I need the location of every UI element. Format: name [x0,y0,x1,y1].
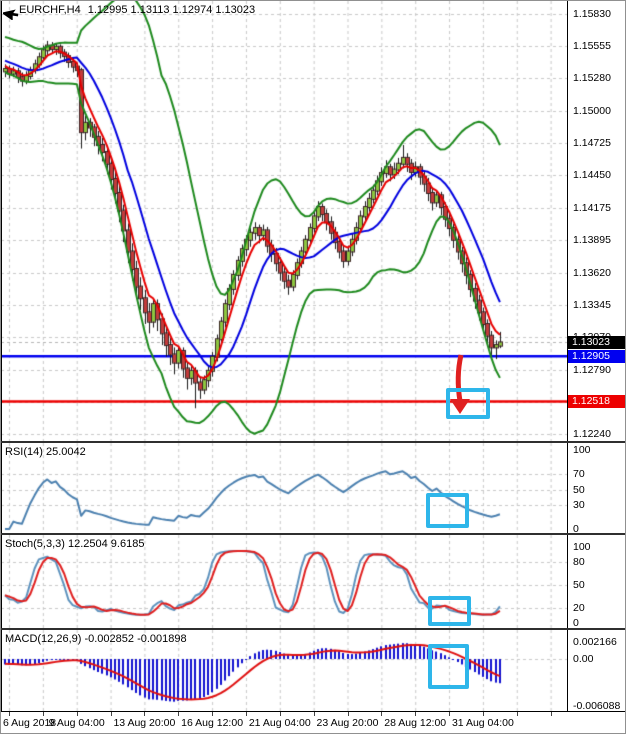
time-axis-tick [550,712,552,716]
time-axis-tick [76,712,78,716]
main-chart-pane[interactable] [1,1,567,441]
price-axis-tick: 1.15280 [573,72,611,85]
macd-axis-tick: -0.006088 [573,700,621,713]
time-axis-label: 28 Aug 12:00 [384,717,447,729]
price-axis-tick: 1.13620 [573,266,611,279]
price-axis-tick: 1.14450 [573,169,611,182]
time-axis[interactable]: 6 Aug 2018 9 Aug 04:00 13 Aug 20:00 16 Aug … [1,712,625,733]
time-axis-tick [279,712,281,716]
target-level-badge[interactable]: 1.12518 [568,394,625,408]
price-axis-border [567,1,568,711]
time-axis-border [1,711,625,712]
time-axis-label: 13 Aug 20:00 [113,717,176,729]
time-axis-label: 16 Aug 12:00 [181,717,244,729]
price-axis-tick: 1.15830 [573,8,611,20]
rsi-axis-tick: 0 [573,523,579,535]
time-axis-tick [313,712,315,716]
stoch-label: Stoch(5,3,3) 12.2504 9.6185 [5,538,145,550]
cursor-icon [1,3,20,25]
panel-separator[interactable] [1,533,625,535]
price-axis-tick: 1.14175 [573,201,611,214]
stoch-axis-tick: 50 [573,579,585,591]
support-level-badge[interactable]: 1.12905 [568,349,625,363]
time-axis-label: 21 Aug 04:00 [248,717,311,729]
stoch-axis-tick: 20 [573,601,585,614]
rsi-label: RSI(14) 25.0042 [5,446,86,458]
macd-pane[interactable] [1,630,567,711]
rsi-axis-tick: 30 [573,499,585,512]
rsi-axis-tick: 70 [573,467,585,480]
time-axis-tick [449,712,451,716]
macd-axis-tick: 0.00 [573,653,594,665]
chart-title: EURCHF,H4 1.12995 1.13113 1.12974 1.13023 [19,4,255,16]
bid-price-badge: 1.13023 [568,335,625,349]
macd-label: MACD(12,26,9) -0.002852 -0.001898 [5,633,187,645]
time-axis-tick [42,712,44,716]
rsi-axis-tick: 50 [573,483,585,496]
rsi-pane[interactable] [1,443,567,533]
price-axis-tick: 1.13345 [573,298,611,311]
stoch-axis-tick: 100 [573,541,591,553]
time-axis-tick [110,712,112,716]
time-axis-tick [381,712,383,716]
time-axis-label: 31 Aug 04:00 [451,717,514,729]
time-axis-tick [144,712,146,716]
time-axis-tick [516,712,518,716]
price-axis-tick: 1.12790 [573,363,611,376]
ohlc-values: 1.12995 1.13113 1.12974 1.13023 [87,4,256,16]
time-axis-label: 23 Aug 20:00 [316,717,379,729]
price-axis-tick: 1.15555 [573,40,611,53]
time-axis-label: 9 Aug 04:00 [48,717,105,729]
time-axis-tick [415,712,417,716]
macd-axis-tick: 0.002166 [573,636,617,649]
price-axis-tick: 1.15000 [573,105,611,118]
price-axis[interactable]: 1.13023 1.12905 1.12518 1.15830 1.15555 1.… [568,1,625,713]
price-axis-tick: 1.12240 [573,427,611,440]
time-axis-tick [347,712,349,716]
time-axis-tick [212,712,214,716]
time-axis-tick [482,712,484,716]
time-axis-tick [245,712,247,716]
price-axis-tick: 1.13895 [573,234,611,247]
time-axis-tick [178,712,180,716]
plot-left-border [1,1,2,711]
time-axis-label: 6 Aug 2018 [3,717,57,729]
stoch-axis-tick: 80 [573,556,585,569]
panel-separator[interactable] [1,441,625,443]
stoch-pane[interactable] [1,535,567,628]
stoch-axis-tick: 0 [573,617,579,629]
panel-separator[interactable] [1,628,625,630]
price-axis-tick: 1.14725 [573,137,611,150]
rsi-axis-tick: 100 [573,444,591,456]
time-axis-tick [9,712,10,716]
symbol-timeframe-label: EURCHF,H4 [19,4,81,16]
